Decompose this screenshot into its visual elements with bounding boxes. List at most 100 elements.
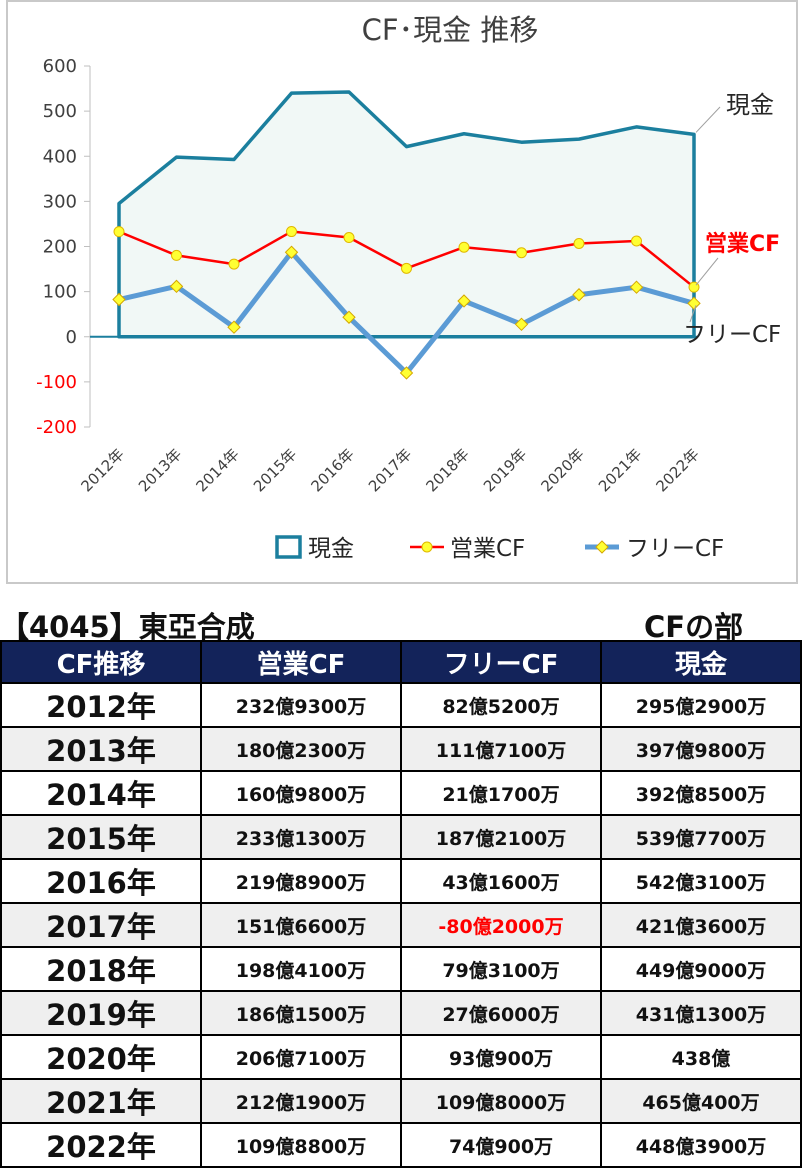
header-year: CF推移 — [0, 640, 202, 684]
table-row: 2018年 198億4100万 79億3100万 449億9000万 — [0, 946, 802, 992]
year-cell: 2015年 — [0, 814, 202, 860]
free-cf-point — [572, 288, 586, 302]
operating-cf-point — [228, 258, 240, 270]
free-cf-cell: 82億5200万 — [400, 682, 602, 728]
free-cf-point — [169, 279, 184, 294]
year-cell: 2019年 — [0, 990, 202, 1036]
operating-cf-cell: 109億8800万 — [200, 1122, 402, 1168]
legend-cash-label: 現金 — [308, 536, 354, 562]
legend-free-cf-label: フリーCF — [626, 536, 724, 562]
header-operating-cf: 営業CF — [200, 640, 402, 684]
table-header-row: CF推移 営業CF フリーCF 現金 — [0, 640, 802, 684]
operating-cf-point — [631, 235, 642, 247]
year-cell: 2020年 — [0, 1034, 202, 1080]
operating-cf-point — [343, 232, 355, 244]
y-tick-label: 600 — [43, 56, 77, 77]
y-tick-label: 400 — [43, 146, 77, 167]
operating-cf-cell: 219億8900万 — [200, 858, 402, 904]
free-cf-cell: 111億7100万 — [400, 726, 602, 772]
cash-cell: 542億3100万 — [600, 858, 802, 904]
operating-cf-point — [458, 241, 470, 253]
x-tick-label: 2015年 — [250, 445, 300, 495]
cash-cell: 421億3600万 — [600, 902, 802, 948]
operating-cf-cell: 212億1900万 — [200, 1078, 402, 1124]
operating-cf-cell: 198億4100万 — [200, 946, 402, 992]
free-cf-point — [112, 292, 126, 307]
free-cf-cell: 21億1700万 — [400, 770, 602, 816]
cash-cell: 438億 — [600, 1034, 802, 1080]
cf-cash-chart: CF･現金 推移 600 500 400 300 200 100 0 -100 -2002012… — [36, 13, 781, 562]
table-row: 2012年 232億9300万 82億5200万 295億2900万 — [0, 682, 802, 728]
x-tick-label: 2022年 — [652, 445, 702, 495]
year-cell: 2018年 — [0, 946, 202, 992]
free-cf-point — [399, 366, 414, 380]
table-row: 2013年 180億2300万 111億7100万 397億9800万 — [0, 726, 802, 772]
table-row: 2014年 160億9800万 21億1700万 392億8500万 — [0, 770, 802, 816]
operating-cf-point — [113, 226, 125, 238]
free-cf-point — [687, 296, 701, 311]
cash-area-series — [117, 90, 696, 339]
table-row: 2020年 206億7100万 93億900万 438億 — [0, 1034, 802, 1080]
y-tick-label: -100 — [36, 372, 77, 393]
free-cf-cell: 109億8000万 — [400, 1078, 602, 1124]
y-tick-label: 0 — [66, 327, 77, 348]
operating-cf-point — [516, 247, 527, 259]
header-free-cf: フリーCF — [400, 640, 602, 684]
cash-leader-line — [695, 106, 721, 133]
cash-cell: 448億3900万 — [600, 1122, 802, 1168]
table-row: 2021年 212億1900万 109億8000万 465億400万 — [0, 1078, 802, 1124]
chart-title: CF･現金 推移 — [362, 13, 539, 47]
operating-cf-cell: 206億7100万 — [200, 1034, 402, 1080]
operating-cf-point — [573, 237, 585, 249]
free-cf-leader-line — [689, 305, 697, 323]
table-row: 2017年 151億6600万 -80億2000万 421億3600万 — [0, 902, 802, 948]
free-cf-point — [457, 294, 471, 308]
y-tick-label: 200 — [43, 237, 77, 258]
cash-cell: 465億400万 — [600, 1078, 802, 1124]
section-title: CFの部 — [644, 610, 744, 644]
free-cf-point — [227, 320, 241, 334]
free-cf-cell: 43億1600万 — [400, 858, 602, 904]
x-tick-label: 2021年 — [595, 445, 645, 495]
free-cf-point — [284, 245, 299, 259]
operating-cf-leader-line — [695, 257, 719, 286]
operating-cf-cell: 232億9300万 — [200, 682, 402, 728]
legend-free-cf-marker — [595, 540, 609, 554]
y-tick-label: 100 — [43, 282, 77, 303]
y-tick-label: 500 — [43, 101, 77, 122]
operating-cf-cell: 151億6600万 — [200, 902, 402, 948]
year-cell: 2022年 — [0, 1122, 202, 1168]
free-cf-cell: 74億900万 — [400, 1122, 602, 1168]
free-cf-point — [514, 317, 529, 332]
year-cell: 2013年 — [0, 726, 202, 772]
table-row: 2016年 219億8900万 43億1600万 542億3100万 — [0, 858, 802, 904]
legend-operating-cf-marker — [421, 541, 433, 553]
cash-cell: 431億1300万 — [600, 990, 802, 1036]
y-tick-label: -200 — [36, 417, 77, 438]
x-tick-label: 2019年 — [480, 445, 530, 495]
cash-end-label: 現金 — [726, 91, 774, 119]
x-tick-label: 2016年 — [307, 445, 357, 495]
company-title: 【4045】東亞合成 — [0, 610, 255, 644]
year-cell: 2012年 — [0, 682, 202, 728]
free-cf-cell: 187億2100万 — [400, 814, 602, 860]
operating-cf-cell: 186億1500万 — [200, 990, 402, 1036]
free-cf-point — [342, 310, 356, 324]
year-cell: 2014年 — [0, 770, 202, 816]
table-row: 2015年 233億1300万 187億2100万 539億7700万 — [0, 814, 802, 860]
x-tick-label: 2020年 — [537, 445, 587, 495]
table-row: 2019年 186億1500万 27億6000万 431億1300万 — [0, 990, 802, 1036]
cash-cell: 397億9800万 — [600, 726, 802, 772]
cash-cell: 449億9000万 — [600, 946, 802, 992]
cash-cell: 392億8500万 — [600, 770, 802, 816]
operating-cf-point — [171, 249, 182, 261]
x-tick-label: 2012年 — [77, 445, 127, 495]
x-tick-label: 2017年 — [365, 445, 415, 495]
year-cell: 2021年 — [0, 1078, 202, 1124]
year-cell: 2017年 — [0, 902, 202, 948]
cf-table: CF推移 営業CF フリーCF 現金 2012年 232億9300万 82億52… — [0, 640, 802, 1168]
free-cf-cell-negative: -80億2000万 — [400, 902, 602, 948]
x-tick-label: 2013年 — [135, 445, 185, 495]
year-cell: 2016年 — [0, 858, 202, 904]
free-cf-point — [629, 280, 644, 294]
